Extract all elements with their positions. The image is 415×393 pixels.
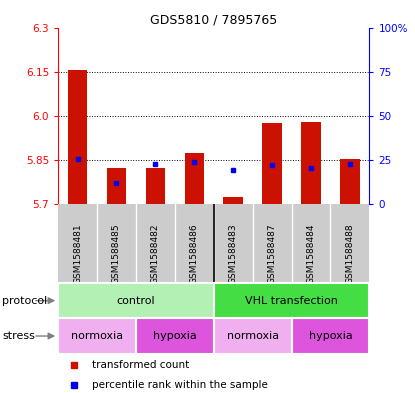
Bar: [68, 70, 87, 204]
Bar: [58, 318, 136, 354]
Bar: [223, 197, 243, 204]
Bar: [301, 122, 321, 204]
Bar: [214, 318, 292, 354]
Bar: [107, 167, 126, 204]
Text: protocol: protocol: [2, 296, 47, 306]
Bar: [340, 159, 360, 204]
Bar: [291, 318, 369, 354]
Bar: [58, 283, 214, 318]
Text: percentile rank within the sample: percentile rank within the sample: [93, 380, 268, 390]
Text: stress: stress: [2, 331, 35, 341]
Bar: [136, 318, 214, 354]
Text: normoxia: normoxia: [71, 331, 123, 341]
Bar: [185, 153, 204, 204]
Bar: [214, 283, 369, 318]
Text: normoxia: normoxia: [227, 331, 279, 341]
Text: hypoxia: hypoxia: [153, 331, 197, 341]
Text: hypoxia: hypoxia: [309, 331, 352, 341]
Text: transformed count: transformed count: [93, 360, 190, 371]
Text: VHL transfection: VHL transfection: [245, 296, 338, 306]
Title: GDS5810 / 7895765: GDS5810 / 7895765: [150, 13, 277, 26]
Bar: [146, 167, 165, 204]
Text: control: control: [117, 296, 155, 306]
Bar: [262, 123, 282, 204]
